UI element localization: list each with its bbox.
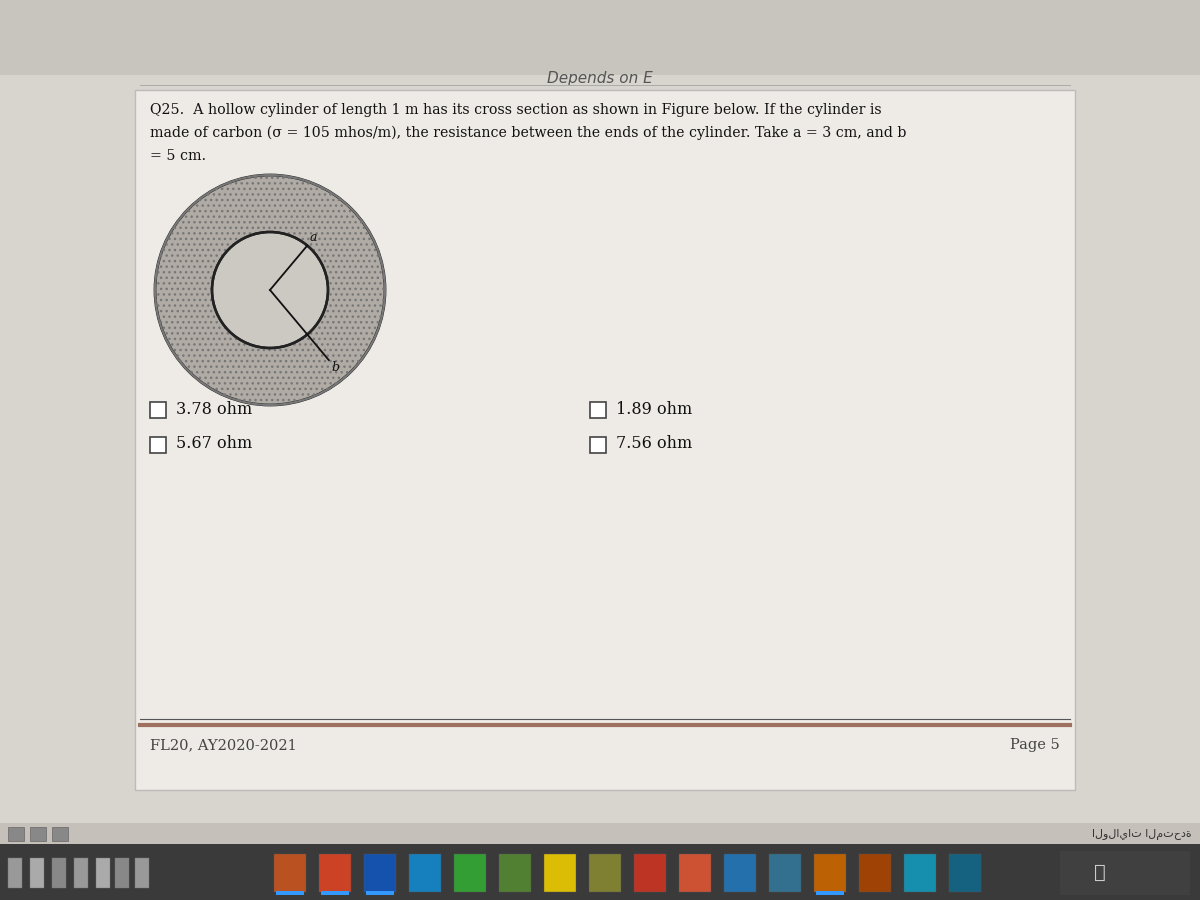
- Text: a: a: [310, 231, 318, 245]
- Text: = 5 cm.: = 5 cm.: [150, 149, 206, 163]
- Bar: [134, 858, 149, 888]
- Bar: [52, 858, 66, 888]
- Bar: [949, 854, 982, 892]
- Bar: [276, 891, 304, 895]
- Circle shape: [155, 175, 385, 405]
- Bar: [364, 854, 396, 892]
- Bar: [589, 854, 622, 892]
- Bar: [724, 854, 756, 892]
- Text: Page 5: Page 5: [1010, 738, 1060, 752]
- Text: b: b: [331, 361, 340, 374]
- Text: 5.67 ohm: 5.67 ohm: [176, 436, 252, 453]
- Bar: [814, 854, 846, 892]
- Bar: [319, 854, 352, 892]
- Bar: [96, 858, 110, 888]
- Bar: [30, 858, 44, 888]
- Bar: [52, 827, 68, 841]
- Bar: [0, 75, 1200, 825]
- Text: Depends on E: Depends on E: [547, 70, 653, 86]
- Bar: [859, 854, 890, 892]
- Bar: [366, 891, 394, 895]
- Bar: [74, 858, 88, 888]
- Bar: [544, 854, 576, 892]
- Bar: [409, 854, 442, 892]
- Bar: [634, 854, 666, 892]
- Bar: [590, 402, 606, 418]
- Text: FL20, AY2020-2021: FL20, AY2020-2021: [150, 738, 296, 752]
- Bar: [590, 437, 606, 453]
- Text: Q25.  A hollow cylinder of length 1 m has its cross section as shown in Figure b: Q25. A hollow cylinder of length 1 m has…: [150, 103, 882, 117]
- Text: 7.56 ohm: 7.56 ohm: [616, 436, 692, 453]
- Bar: [150, 437, 166, 453]
- Circle shape: [212, 232, 328, 348]
- Bar: [499, 854, 530, 892]
- Bar: [904, 854, 936, 892]
- Bar: [8, 858, 22, 888]
- Bar: [30, 827, 46, 841]
- Bar: [1060, 851, 1190, 895]
- Text: 截: 截: [1094, 862, 1106, 881]
- Bar: [8, 827, 24, 841]
- Bar: [0, 844, 1200, 900]
- Bar: [769, 854, 802, 892]
- Text: الولايات المتحدة: الولايات المتحدة: [1092, 829, 1192, 840]
- Bar: [274, 854, 306, 892]
- Text: 3.78 ohm: 3.78 ohm: [176, 400, 252, 418]
- Bar: [454, 854, 486, 892]
- Bar: [679, 854, 710, 892]
- Bar: [134, 90, 1075, 790]
- Text: 1.89 ohm: 1.89 ohm: [616, 400, 692, 418]
- Text: made of carbon (σ = 105 mhos/m), the resistance between the ends of the cylinder: made of carbon (σ = 105 mhos/m), the res…: [150, 126, 906, 140]
- Bar: [322, 891, 349, 895]
- Bar: [816, 891, 844, 895]
- Bar: [150, 402, 166, 418]
- Bar: [0, 823, 1200, 845]
- Bar: [115, 858, 130, 888]
